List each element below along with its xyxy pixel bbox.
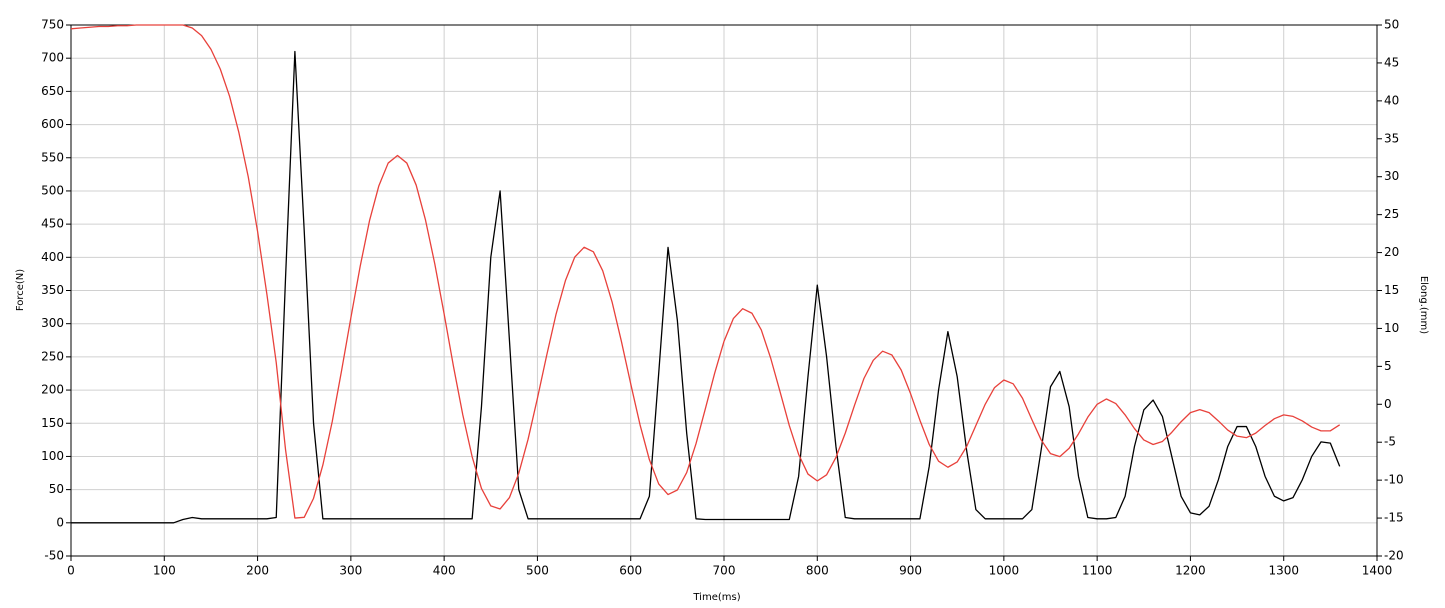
y-tick-label: 150 [41, 416, 64, 430]
y2-tick-label: -15 [1384, 511, 1404, 525]
y2-tick-label: 45 [1384, 55, 1399, 69]
y2-tick-label: 30 [1384, 169, 1399, 183]
x-tick-label: 1000 [989, 564, 1020, 578]
x-tick-label: 700 [713, 564, 736, 578]
x-axis-label: Time(ms) [692, 592, 740, 603]
series-line [71, 50, 1341, 524]
y-tick-label: 400 [41, 250, 64, 264]
y-tick-label: 250 [41, 349, 64, 363]
y2-tick-label: -5 [1384, 435, 1396, 449]
y-tick-label: -50 [44, 549, 64, 563]
y-tick-label: 200 [41, 383, 64, 397]
x-tick-label: 300 [339, 564, 362, 578]
x-tick-label: 500 [526, 564, 549, 578]
y-tick-label: 700 [41, 51, 64, 65]
x-tick-label: 0 [67, 564, 75, 578]
x-tick-label: 1100 [1082, 564, 1113, 578]
y2-tick-label: 25 [1384, 207, 1399, 221]
y-tick-label: 450 [41, 217, 64, 231]
series-line [70, 24, 1341, 519]
y2-tick-label: 35 [1384, 131, 1399, 145]
y-tick-label: 500 [41, 183, 64, 197]
y-tick-label: 650 [41, 84, 64, 98]
y2-tick-label: 10 [1384, 321, 1399, 335]
plot-frame [70, 24, 1378, 557]
y2-tick-label: -10 [1384, 473, 1404, 487]
x-tick-label: 1300 [1268, 564, 1299, 578]
y-tick-label: 0 [56, 515, 64, 529]
x-tick-label: 1200 [1175, 564, 1206, 578]
y2-tick-label: 15 [1384, 283, 1399, 297]
y-tick-label: 750 [41, 18, 64, 32]
x-tick-label: 200 [246, 564, 269, 578]
y2-tick-label: 50 [1384, 18, 1399, 32]
y-tick-label: 350 [41, 283, 64, 297]
y2-axis-label: Elong.(mm) [1418, 276, 1429, 334]
y-tick-label: 600 [41, 117, 64, 131]
y-tick-label: 50 [49, 482, 64, 496]
x-tick-label: 100 [153, 564, 176, 578]
y2-tick-label: 20 [1384, 245, 1399, 259]
y-tick-label: 300 [41, 316, 64, 330]
x-tick-label: 1400 [1362, 564, 1393, 578]
y2-tick-label: 40 [1384, 93, 1399, 107]
y-tick-label: 550 [41, 150, 64, 164]
x-tick-label: 800 [806, 564, 829, 578]
x-tick-label: 900 [899, 564, 922, 578]
y-tick-label: 100 [41, 449, 64, 463]
y2-tick-label: 0 [1384, 397, 1392, 411]
y-axis-label: Force(N) [15, 269, 26, 311]
x-tick-label: 400 [433, 564, 456, 578]
y2-tick-label: -20 [1384, 549, 1404, 563]
y2-tick-label: 5 [1384, 359, 1392, 373]
x-tick-label: 600 [619, 564, 642, 578]
